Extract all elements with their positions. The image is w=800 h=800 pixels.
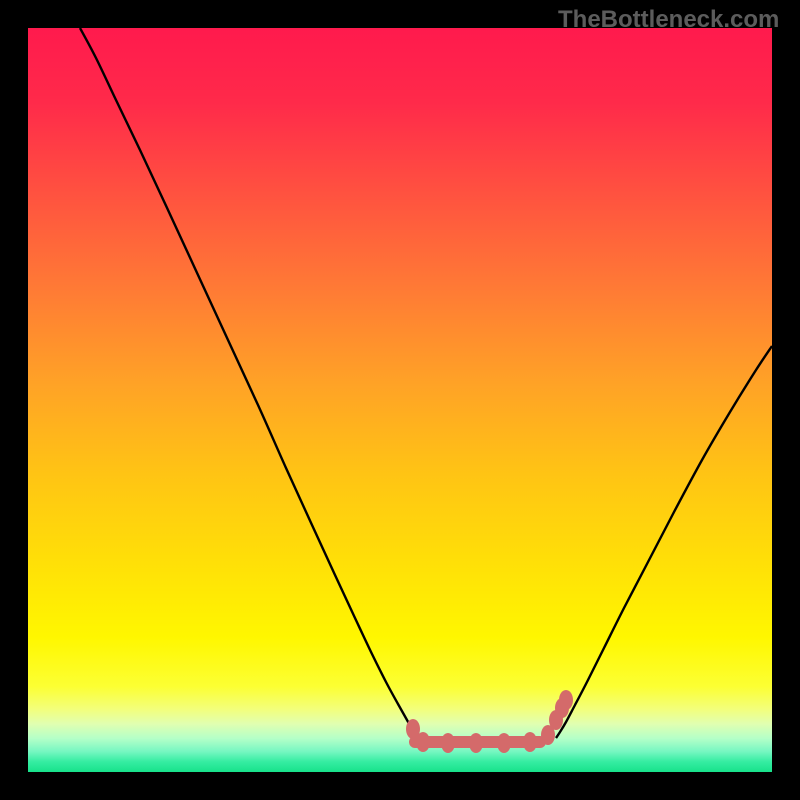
gradient-background	[28, 28, 772, 772]
watermark-text: TheBottleneck.com	[558, 6, 779, 34]
chart-stage: TheBottleneck.com	[0, 0, 800, 800]
